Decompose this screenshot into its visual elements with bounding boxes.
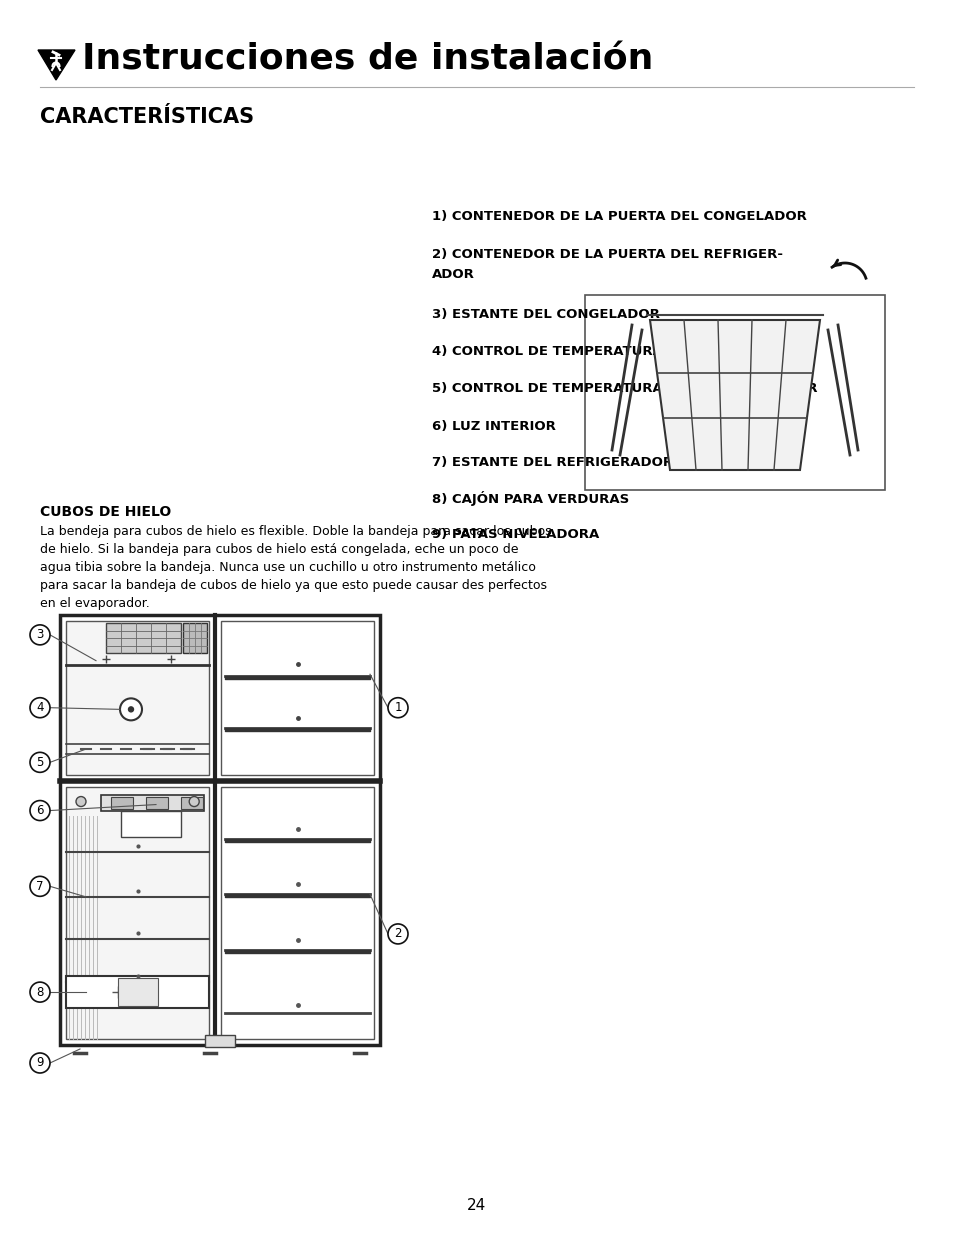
Text: 4) CONTROL DE TEMPERATURA DEL CONGELADOR: 4) CONTROL DE TEMPERATURA DEL CONGELADOR	[432, 345, 803, 358]
Text: 6: 6	[36, 804, 44, 818]
Text: CARACTERÍSTICAS: CARACTERÍSTICAS	[40, 107, 253, 127]
Circle shape	[120, 698, 142, 720]
Circle shape	[388, 698, 408, 718]
Circle shape	[30, 877, 50, 897]
Text: 1: 1	[394, 701, 401, 714]
Text: 4: 4	[36, 701, 44, 714]
Text: 2: 2	[394, 927, 401, 940]
Bar	[66, 621, 209, 774]
Circle shape	[76, 797, 86, 806]
Text: en el evaporador.: en el evaporador.	[40, 597, 150, 610]
Text: 7) ESTANTE DEL REFRIGERADOR: 7) ESTANTE DEL REFRIGERADOR	[432, 456, 673, 469]
Text: 2) CONTENEDOR DE LA PUERTA DEL REFRIGER-: 2) CONTENEDOR DE LA PUERTA DEL REFRIGER-	[432, 248, 782, 261]
Circle shape	[30, 982, 50, 1002]
Text: 1) CONTENEDOR DE LA PUERTA DEL CONGELADOR: 1) CONTENEDOR DE LA PUERTA DEL CONGELADO…	[432, 210, 806, 224]
Bar	[221, 787, 374, 1039]
Text: ADOR: ADOR	[432, 268, 475, 282]
Text: 8: 8	[36, 986, 44, 999]
Bar	[106, 624, 181, 653]
Bar	[66, 787, 209, 1039]
Bar	[66, 976, 209, 1008]
Text: 5: 5	[36, 756, 44, 769]
Circle shape	[30, 752, 50, 772]
FancyBboxPatch shape	[60, 615, 379, 1045]
Text: CUBOS DE HIELO: CUBOS DE HIELO	[40, 505, 172, 519]
Bar	[205, 1035, 234, 1047]
Polygon shape	[649, 320, 820, 471]
Text: para sacar la bandeja de cubos de hielo ya que esto puede causar des perfectos: para sacar la bandeja de cubos de hielo …	[40, 579, 546, 592]
Bar	[117, 978, 157, 1007]
Bar	[101, 794, 204, 810]
Circle shape	[30, 800, 50, 820]
Circle shape	[189, 797, 199, 806]
Text: 24: 24	[467, 1198, 486, 1213]
Text: 5) CONTROL DE TEMPERATURA DEL REFRIGERADOR: 5) CONTROL DE TEMPERATURA DEL REFRIGERAD…	[432, 382, 817, 395]
Text: de hielo. Si la bandeja para cubos de hielo está congelada, eche un poco de: de hielo. Si la bandeja para cubos de hi…	[40, 543, 518, 556]
Bar	[183, 624, 207, 653]
Text: 6) LUZ INTERIOR: 6) LUZ INTERIOR	[432, 420, 556, 433]
Text: 3: 3	[36, 629, 44, 641]
Text: 3) ESTANTE DEL CONGELADOR: 3) ESTANTE DEL CONGELADOR	[432, 308, 659, 321]
Circle shape	[129, 706, 133, 711]
Text: agua tibia sobre la bandeja. Nunca use un cuchillo u otro instrumento metálico: agua tibia sobre la bandeja. Nunca use u…	[40, 561, 536, 574]
Circle shape	[30, 698, 50, 718]
Polygon shape	[38, 49, 75, 80]
Bar	[146, 797, 168, 809]
Text: La bendeja para cubos de hielo es flexible. Doble la bandeja para sacar los cubo: La bendeja para cubos de hielo es flexib…	[40, 525, 551, 538]
Bar	[121, 810, 181, 836]
Circle shape	[30, 1053, 50, 1073]
Text: 9) PATAS NIVELADORA: 9) PATAS NIVELADORA	[432, 529, 598, 541]
Text: 9: 9	[36, 1056, 44, 1070]
Bar	[221, 621, 374, 774]
Bar	[111, 797, 132, 809]
Text: 8) CAJÓN PARA VERDURAS: 8) CAJÓN PARA VERDURAS	[432, 492, 629, 506]
Text: Instrucciones de instalación: Instrucciones de instalación	[82, 43, 653, 77]
Bar	[584, 295, 884, 490]
Text: 7: 7	[36, 879, 44, 893]
Bar	[181, 797, 203, 809]
Circle shape	[30, 625, 50, 645]
Circle shape	[388, 924, 408, 944]
